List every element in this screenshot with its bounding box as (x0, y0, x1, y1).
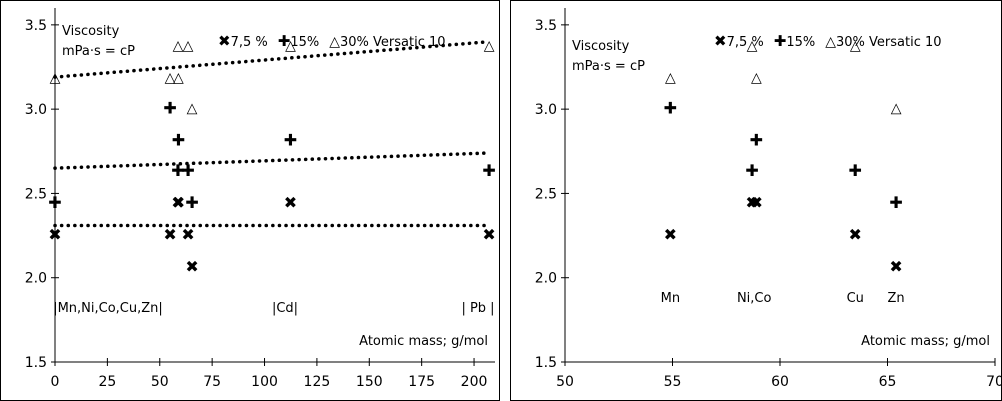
data-point: ✖ (750, 193, 763, 212)
y-axis-label-line2: mPa·s = cP (572, 59, 645, 74)
data-point: ✚ (181, 161, 194, 180)
data-point: △ (747, 38, 758, 54)
data-point: ✚ (745, 161, 758, 180)
legend: ✖7,5 % ✚15% △30% Versatic 10 (218, 32, 446, 50)
left-chart: 1.5 2.0 2.5 3.0 3.5 0 25 50 75 100 125 150 175 200 Vis… (25, 8, 496, 390)
x-tick-label: 100 (251, 374, 278, 390)
data-point: ✖ (482, 225, 495, 244)
y-tick-label: 2.0 (25, 271, 47, 287)
data-point: ✖ (171, 193, 184, 212)
x-tick-label: 75 (203, 374, 221, 390)
data-point: △ (751, 70, 762, 86)
data-point: ✚ (171, 161, 184, 180)
data-point: ✖ (664, 225, 677, 244)
x-tick-label: 65 (879, 374, 897, 390)
data-point: △ (484, 38, 495, 54)
legend-symbol: △ (329, 34, 340, 50)
data-point: △ (183, 38, 194, 54)
x-tick-label: 25 (98, 374, 116, 390)
data-point: ✚ (163, 98, 176, 117)
data-point: ✖ (172, 193, 185, 212)
y-axis-label-line2: mPa·s = cP (62, 44, 135, 59)
y-tick-label: 1.5 (25, 355, 47, 371)
data-point: △ (173, 70, 184, 86)
legend: ✖7,5 % ✚15% △30% Versatic 10 (714, 32, 942, 50)
data-point: ✖ (185, 257, 198, 276)
y-tick-label: 2.0 (535, 271, 557, 287)
legend-label: 7,5 % (231, 35, 268, 50)
y-tick-label: 3.5 (25, 18, 47, 34)
x-axis-label: Atomic mass; g/mol (359, 334, 488, 349)
data-point: △ (187, 100, 198, 116)
data-point: ✖ (849, 225, 862, 244)
x-tick-label: 0 (51, 374, 60, 390)
legend-label: 7,5 % (727, 35, 764, 50)
element-label: Cu (847, 291, 864, 306)
data-point: ✚ (750, 130, 763, 149)
data-point: △ (165, 70, 176, 86)
legend-symbol: ✖ (714, 32, 727, 50)
y-tick-label: 2.5 (535, 186, 557, 202)
data-point: △ (665, 70, 676, 86)
data-point: ✖ (163, 225, 176, 244)
data-point: ✚ (172, 130, 185, 149)
data-point: △ (50, 70, 61, 86)
data-point: ✚ (284, 130, 297, 149)
data-point: ✖ (181, 225, 194, 244)
y-tick-label: 1.5 (535, 355, 557, 371)
x-tick-label: 55 (664, 374, 682, 390)
data-point: ✖ (889, 257, 902, 276)
group-annotation: |Mn,Ni,Co,Cu,Zn| (53, 301, 163, 316)
data-point: ✚ (48, 193, 61, 212)
data-point: ✖ (745, 193, 758, 212)
x-tick-label: 50 (151, 374, 169, 390)
x-tick-label: 50 (556, 374, 574, 390)
legend-label: 15% (290, 35, 319, 50)
right-chart: 1.5 2.0 2.5 3.0 3.5 50 55 60 65 70 Viscosity mPa·s … (535, 8, 1002, 390)
y-axis-label-line1: Viscosity (572, 39, 630, 54)
data-point: ✚ (185, 193, 198, 212)
legend-symbol: ✖ (218, 32, 231, 50)
legend-label: 30% Versatic 10 (340, 35, 446, 50)
x-axis-label: Atomic mass; g/mol (861, 334, 990, 349)
data-point: △ (285, 38, 296, 54)
legend-symbol: △ (825, 34, 836, 50)
element-label: Mn (661, 291, 680, 306)
data-point: △ (850, 38, 861, 54)
legend-symbol: ✚ (278, 32, 291, 50)
x-tick-label: 60 (771, 374, 789, 390)
x-tick-label: 175 (408, 374, 435, 390)
y-tick-label: 2.5 (25, 186, 47, 202)
x-tick-label: 70 (986, 374, 1002, 390)
x-tick-label: 150 (356, 374, 383, 390)
element-label: Zn (888, 291, 905, 306)
data-point: △ (891, 100, 902, 116)
x-tick-label: 125 (304, 374, 331, 390)
data-point: ✚ (849, 161, 862, 180)
y-tick-label: 3.0 (535, 102, 557, 118)
data-point: △ (173, 38, 184, 54)
group-annotation: |Cd| (272, 301, 298, 316)
legend-label: 15% (786, 35, 815, 50)
data-point: ✚ (482, 161, 495, 180)
data-point: ✚ (889, 193, 902, 212)
element-label: Ni,Co (737, 291, 772, 306)
x-tick-label: 200 (461, 374, 488, 390)
trendline (53, 39, 491, 79)
data-point: ✖ (48, 225, 61, 244)
y-axis-label-line1: Viscosity (62, 24, 120, 39)
group-annotation: | Pb | (461, 301, 494, 316)
y-tick-label: 3.5 (535, 18, 557, 34)
legend-label: 30% Versatic 10 (836, 35, 942, 50)
data-point: ✖ (284, 193, 297, 212)
y-tick-label: 3.0 (25, 102, 47, 118)
legend-symbol: ✚ (774, 32, 787, 50)
data-point: ✚ (664, 98, 677, 117)
trendline (53, 151, 491, 170)
